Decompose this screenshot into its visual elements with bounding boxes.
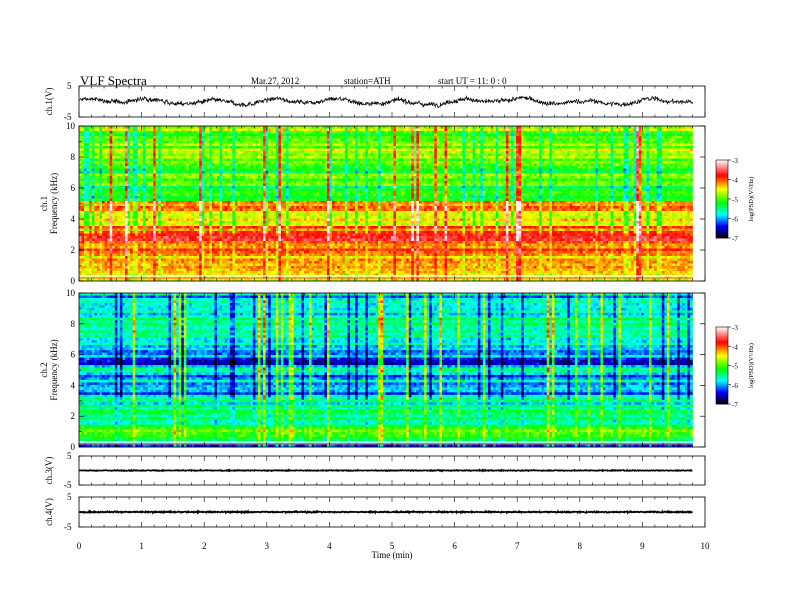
x-tick-8: 8 <box>578 541 583 551</box>
ch1-spectrogram-colorbar-tick-0: -3 <box>732 157 738 165</box>
x-tick-1: 1 <box>139 541 144 551</box>
ch2-spectrogram-colorbar-label: log(PSD)(V²/Hz) <box>748 343 755 388</box>
ch4-waveform-ylabel: ch.4(V) <box>44 498 54 526</box>
ch1-spectrogram-colorbar-tick-1: -4 <box>732 177 738 185</box>
ch2-spectrogram-colorbar-tick-0: -3 <box>732 324 738 332</box>
ch1-waveform-trace <box>79 96 692 108</box>
x-tick-0: 0 <box>77 541 82 551</box>
ch2-spectrogram-colorbar: -3 -4 -5 -6 -7 log(PSD)(V²/Hz) <box>716 324 755 409</box>
ch2-spectrogram-ytick-2: 4 <box>71 380 76 390</box>
ch1-spectrogram-ytick-0: 0 <box>71 276 76 286</box>
ch1-spectrogram-colorbar-tick-4: -7 <box>732 235 738 243</box>
ch1-spectrogram-heatmap <box>79 126 693 281</box>
ch4-waveform-trace <box>79 511 692 513</box>
ch1-waveform-ytick-max: 5 <box>67 81 72 91</box>
x-tick-4: 4 <box>327 541 332 551</box>
ch1-spectrogram-colorbar-tick-3: -6 <box>732 216 738 224</box>
ch3-waveform-ylabel: ch.3(V) <box>44 457 54 485</box>
ch2-spectrogram-colorbar-tick-1: -4 <box>732 343 738 351</box>
ch1-spectrogram-ytick-3: 6 <box>71 183 76 193</box>
ch1-spectrogram-channel-label: ch.1 <box>39 196 49 211</box>
ch2-spectrogram-channel-label: ch.2 <box>39 362 49 377</box>
ch2-spectrogram-colorbar-tick-3: -6 <box>732 382 738 390</box>
x-tick-9: 9 <box>640 541 645 551</box>
ch1-spectrogram-ytick-1: 2 <box>71 245 76 255</box>
x-tick-3: 3 <box>265 541 270 551</box>
ch3-waveform-ytick-min: -5 <box>64 480 72 490</box>
x-tick-7: 7 <box>515 541 520 551</box>
ch2-spectrogram-colorbar-tick-4: -7 <box>732 401 738 409</box>
ch3-waveform-ytick-max: 5 <box>67 451 72 461</box>
x-axis-label: Time (min) <box>372 550 413 560</box>
ch2-spectrogram-ytick-3: 6 <box>71 350 76 360</box>
ch4-waveform-ytick-min: -5 <box>64 522 72 532</box>
ch1-spectrogram-colorbar-tick-2: -5 <box>732 196 738 204</box>
ch2-spectrogram-ytick-1: 2 <box>71 411 76 421</box>
ch1-spectrogram-ytick-5: 10 <box>66 121 76 131</box>
ch3-waveform-trace <box>79 470 692 471</box>
x-tick-6: 6 <box>452 541 457 551</box>
ch1-waveform-ylabel: ch.1(V) <box>44 88 54 116</box>
ch1-spectrogram-colorbar-label: log(PSD)(V²/Hz) <box>748 177 755 222</box>
ch2-spectrogram-ylabel: Frequency (kHz) <box>49 339 59 400</box>
ch1-spectrogram-ylabel: Frequency (kHz) <box>49 173 59 234</box>
ch1-spectrogram-colorbar: -3 -4 -5 -6 -7 log(PSD)(V²/Hz) <box>716 157 755 243</box>
ch1-spectrogram-ytick-2: 4 <box>71 214 76 224</box>
x-tick-2: 2 <box>202 541 207 551</box>
ch2-spectrogram-heatmap <box>79 293 693 447</box>
ch2-spectrogram-colorbar-tick-2: -5 <box>732 363 738 371</box>
ch2-spectrogram-ytick-5: 10 <box>66 288 76 298</box>
ch2-spectrogram-ytick-4: 8 <box>71 319 76 329</box>
ch4-waveform-ytick-max: 5 <box>67 492 72 502</box>
ch1-spectrogram-ytick-4: 8 <box>71 152 76 162</box>
x-tick-10: 10 <box>701 541 711 551</box>
